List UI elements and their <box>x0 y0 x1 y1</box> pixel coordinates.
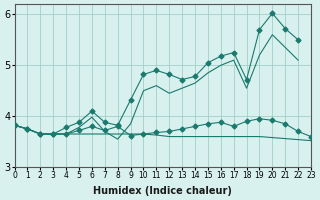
X-axis label: Humidex (Indice chaleur): Humidex (Indice chaleur) <box>93 186 232 196</box>
